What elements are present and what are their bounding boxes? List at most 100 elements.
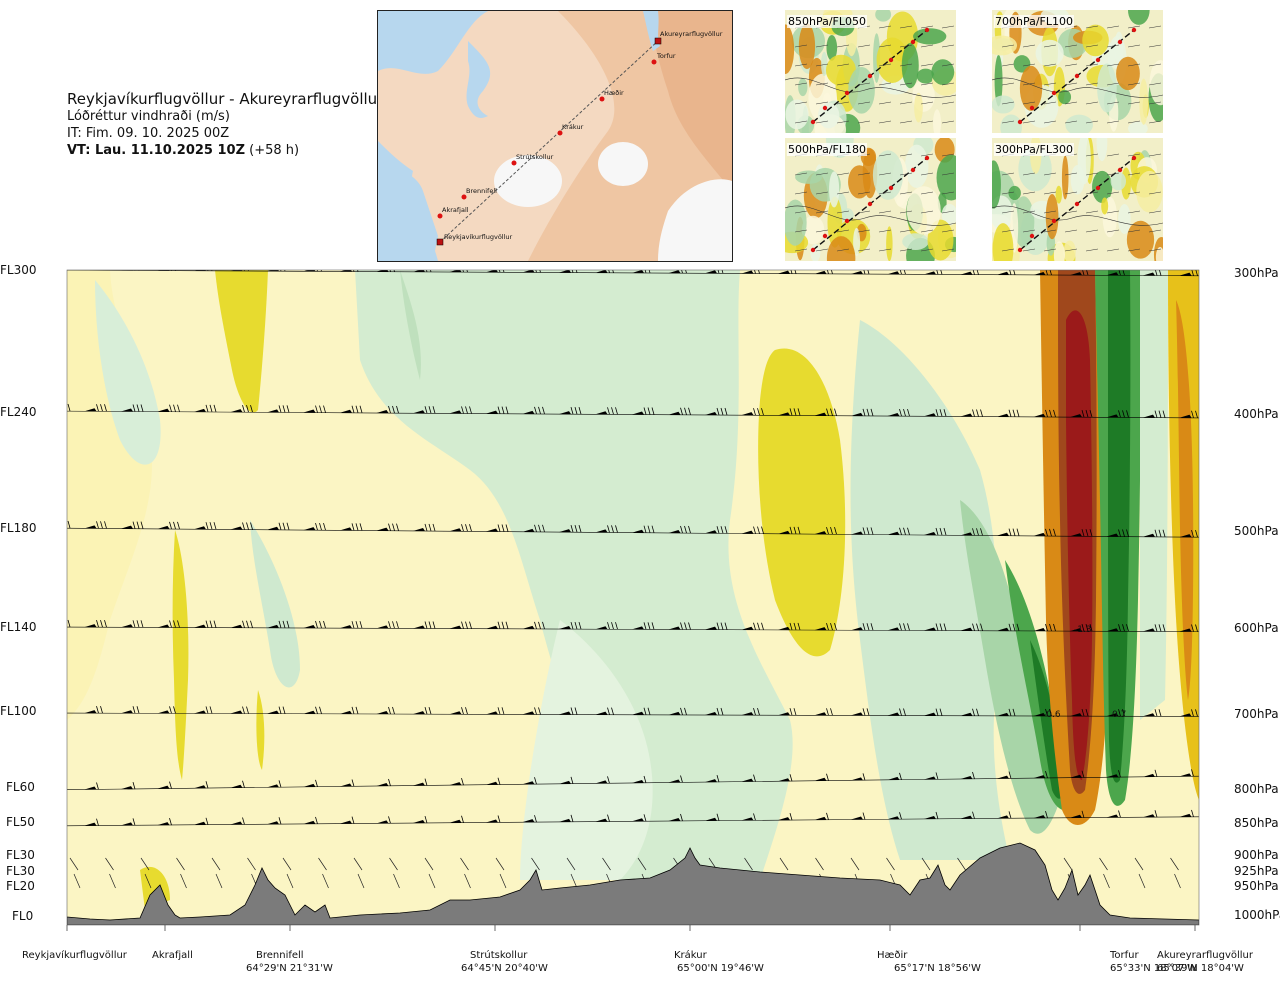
barb-feather: [680, 813, 683, 822]
barb-feather: [392, 621, 395, 629]
wind-barb: [413, 406, 436, 414]
panel-barb: [878, 172, 892, 176]
barb-feather: [684, 707, 687, 715]
level-line-0: [67, 270, 1199, 277]
hpa-label-850: 850hPa: [1234, 816, 1279, 830]
barb-feather: [250, 522, 253, 530]
barb-feather: [60, 404, 62, 411]
panel-field-blob: [1118, 204, 1131, 235]
panel-barb: [857, 82, 871, 86]
barb-feather: [899, 708, 902, 716]
barb-pennant: [814, 412, 827, 416]
wind-barb: [668, 707, 687, 715]
field-region-down-5: [250, 520, 300, 688]
panel-300hpa-label: 300hPa/FL300: [994, 143, 1075, 156]
panel-route-point: [1074, 201, 1080, 207]
wind-barb: [449, 406, 472, 414]
low-wind-barb: [318, 857, 329, 889]
wind-barb: [741, 774, 756, 782]
field-region-down-1: [355, 270, 793, 880]
panel-barb: [1127, 248, 1141, 252]
field-region-down-12: [1140, 270, 1168, 720]
wind-barb: [668, 813, 683, 822]
panel-500hpa[interactable]: 500hPa/FL180: [785, 138, 956, 261]
panel-barb: [941, 44, 955, 48]
barb-pennant: [340, 527, 352, 531]
barb-feather: [1008, 623, 1012, 631]
wind-barb: [522, 621, 545, 630]
panel-850hpa[interactable]: 850hPa/FL050: [785, 10, 956, 133]
barb-feather: [1016, 623, 1020, 631]
barb-feather: [939, 527, 943, 536]
waypoint-marker-akureyri: [654, 37, 662, 45]
panel-field-blob: [933, 109, 942, 133]
panel-barb: [878, 191, 892, 195]
hpa-label-925: 925hPa: [1234, 864, 1279, 878]
barb-feather: [761, 408, 764, 416]
panel-700hpa[interactable]: 700hPa/FL100: [992, 10, 1163, 133]
low-wind-barb: [1099, 857, 1110, 889]
wind-barb: [595, 622, 618, 630]
fl-label-30a: FL30: [6, 848, 35, 862]
barb-feather: [96, 521, 99, 529]
barb-pennant: [851, 627, 863, 631]
wind-barb: [376, 523, 399, 531]
barb-pennant: [924, 815, 936, 819]
panel-barb: [899, 153, 913, 157]
panel-field-blob: [798, 78, 808, 97]
wind-barb: [924, 708, 943, 716]
barb-feather: [242, 522, 245, 530]
barb-feather: [242, 817, 245, 825]
wind-barb: [230, 620, 253, 628]
barb-feather: [1195, 529, 1198, 538]
barb-feather: [209, 706, 213, 714]
low-barb-shaft: [460, 857, 469, 871]
panel-barb: [899, 191, 913, 195]
panel-300hpa[interactable]: 300hPa/FL300: [992, 138, 1163, 261]
wind-barb: [814, 812, 829, 820]
field-region-up-4: [172, 530, 189, 780]
wind-barb: [632, 407, 655, 415]
barb-feather: [136, 404, 140, 412]
barb-feather: [469, 406, 472, 414]
barb-feather: [1191, 270, 1194, 276]
barb-feather: [935, 623, 939, 631]
barb-pennant: [632, 411, 644, 415]
low-wind-barb: [211, 857, 223, 889]
wind-barb: [121, 818, 136, 826]
wind-barb: [705, 407, 728, 416]
wind-barb: [84, 706, 103, 714]
barb-pennant: [595, 626, 608, 630]
route-title: Reykjavíkurflugvöllur - Akureyrarflugvöl…: [67, 90, 384, 108]
barb-feather: [899, 812, 902, 820]
panel-barb: [1001, 248, 1015, 252]
wind-barb: [705, 526, 728, 534]
panel-barb: [1001, 44, 1015, 48]
panel-barb: [920, 229, 934, 233]
barb-feather: [1191, 709, 1194, 717]
barb-pennant: [48, 408, 60, 411]
wind-barb: [741, 707, 760, 716]
wind-barb: [851, 270, 870, 275]
barb-feather: [1122, 529, 1125, 537]
barb-pennant: [522, 819, 535, 823]
panel-barb: [1064, 63, 1078, 67]
panel-route-point: [924, 155, 930, 161]
barb-feather: [497, 621, 501, 629]
panel-barb: [1085, 210, 1099, 214]
barb-pennant: [668, 779, 681, 783]
barb-feather: [1118, 529, 1121, 537]
wind-barb: [1143, 270, 1162, 276]
wind-barb: [1033, 409, 1056, 418]
barb-feather: [789, 774, 793, 782]
barb-feather: [104, 404, 107, 412]
wind-barb: [814, 708, 833, 716]
barb-feather: [1008, 708, 1012, 716]
panel-barb: [1127, 101, 1141, 105]
low-barb-shaft: [499, 873, 507, 889]
barb-feather: [643, 814, 647, 822]
barb-feather: [282, 405, 286, 413]
barb-feather: [647, 525, 651, 533]
barb-feather: [542, 406, 545, 414]
wind-barb: [1179, 624, 1198, 632]
